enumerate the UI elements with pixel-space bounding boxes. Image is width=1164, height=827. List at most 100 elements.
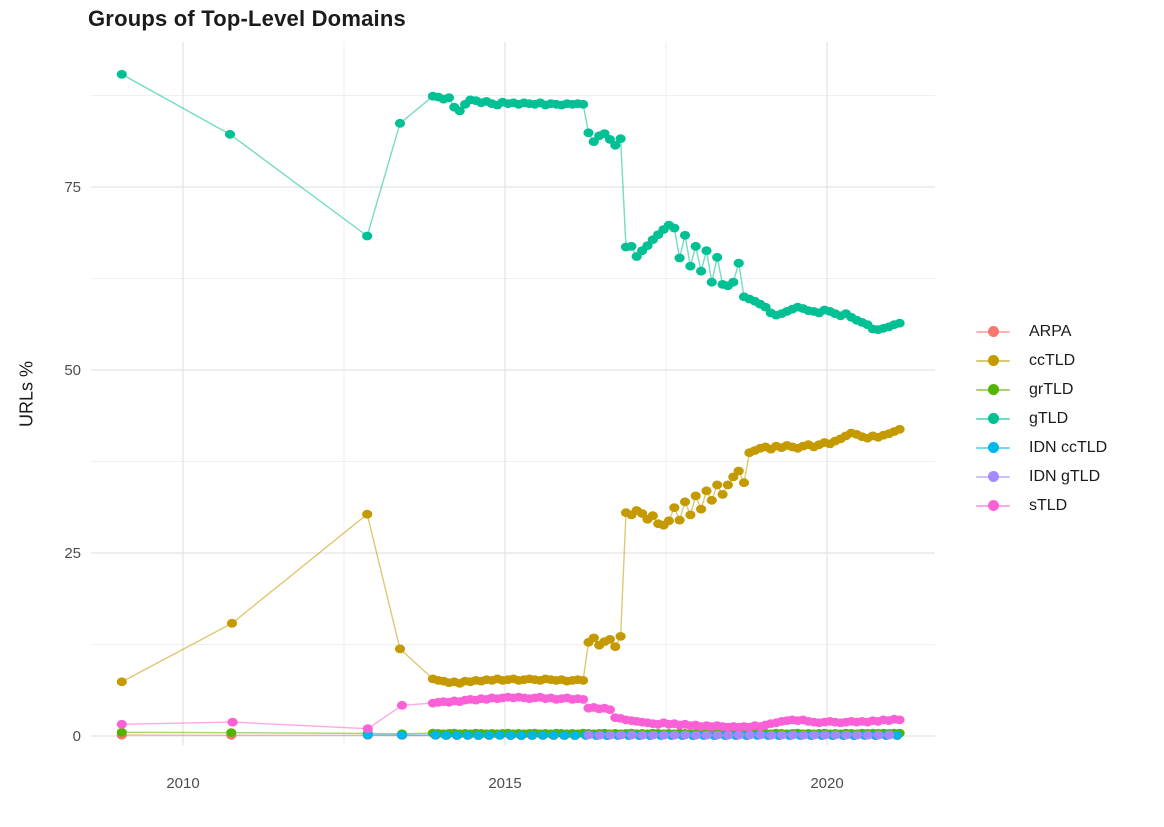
data-point bbox=[669, 503, 680, 512]
data-point bbox=[712, 480, 723, 490]
data-point bbox=[819, 730, 831, 740]
data-point bbox=[615, 632, 626, 641]
data-point bbox=[604, 635, 616, 644]
plot-title: Groups of Top-Level Domains bbox=[88, 6, 406, 31]
data-point bbox=[227, 717, 238, 727]
data-point bbox=[578, 99, 589, 109]
data-point bbox=[559, 731, 570, 740]
data-point bbox=[862, 730, 873, 740]
data-point bbox=[894, 715, 905, 725]
y-axis-tick-label: 25 bbox=[64, 545, 81, 562]
data-point bbox=[396, 730, 408, 740]
legend-key-icon bbox=[976, 320, 1010, 343]
y-axis-tick-label: 75 bbox=[64, 179, 81, 196]
data-point bbox=[394, 118, 406, 128]
gridlines-minor bbox=[91, 42, 935, 745]
data-point bbox=[362, 231, 373, 241]
series-line bbox=[121, 73, 900, 331]
data-point bbox=[776, 730, 788, 740]
data-point bbox=[396, 700, 408, 710]
data-point bbox=[706, 495, 717, 505]
data-point bbox=[706, 277, 717, 287]
data-point bbox=[430, 730, 441, 740]
data-point bbox=[669, 730, 680, 740]
data-point bbox=[505, 731, 516, 740]
data-point bbox=[892, 731, 903, 740]
y-axis-tick-label: 50 bbox=[64, 362, 81, 379]
data-point bbox=[226, 618, 238, 628]
data-point bbox=[116, 69, 127, 79]
data-point bbox=[441, 730, 452, 740]
data-point bbox=[637, 730, 648, 740]
data-point bbox=[588, 633, 599, 643]
data-point bbox=[484, 730, 495, 740]
series-idn-gtld bbox=[583, 730, 895, 740]
data-point bbox=[527, 730, 538, 740]
data-point bbox=[674, 253, 685, 263]
data-point bbox=[696, 504, 707, 514]
data-point bbox=[691, 730, 702, 740]
data-point bbox=[116, 727, 127, 737]
data-point bbox=[610, 140, 621, 150]
data-point bbox=[744, 730, 755, 740]
data-point bbox=[516, 731, 527, 740]
series-stld bbox=[116, 692, 905, 734]
data-point bbox=[696, 266, 707, 276]
data-point bbox=[569, 731, 581, 740]
data-point bbox=[669, 223, 680, 233]
data-point bbox=[648, 730, 659, 740]
legend: ARPA ccTLD grTLD gTLD IDN ccTLD IDN gTLD… bbox=[976, 320, 1107, 517]
legend-item-grtld: grTLD bbox=[976, 378, 1107, 401]
legend-item-cctld: ccTLD bbox=[976, 349, 1107, 372]
data-point bbox=[362, 509, 373, 519]
x-axis-tick-label: 2015 bbox=[488, 775, 521, 792]
data-point bbox=[809, 730, 820, 740]
legend-item-idn-gtld: IDN gTLD bbox=[976, 465, 1107, 488]
data-point bbox=[685, 261, 696, 271]
data-point bbox=[537, 731, 548, 740]
legend-label: sTLD bbox=[1029, 496, 1068, 514]
data-point bbox=[610, 642, 621, 652]
data-point bbox=[690, 241, 701, 251]
data-point bbox=[583, 128, 594, 138]
legend-key-icon bbox=[976, 494, 1010, 517]
data-point bbox=[894, 424, 905, 434]
data-point bbox=[841, 730, 852, 740]
data-point bbox=[615, 730, 627, 740]
x-axis-tick-label: 2020 bbox=[810, 775, 843, 792]
data-point bbox=[701, 486, 712, 496]
legend-label: IDN ccTLD bbox=[1029, 438, 1108, 456]
data-point bbox=[852, 730, 863, 740]
data-point bbox=[454, 106, 465, 116]
data-point bbox=[712, 252, 723, 262]
y-axis-tick-label: 0 bbox=[73, 728, 81, 745]
data-point bbox=[701, 730, 712, 740]
series-line bbox=[121, 428, 900, 685]
data-point bbox=[679, 230, 691, 240]
data-point bbox=[723, 730, 734, 740]
data-point bbox=[362, 730, 373, 740]
data-point bbox=[362, 724, 373, 734]
data-point bbox=[594, 730, 605, 740]
data-point bbox=[733, 258, 744, 268]
legend-key-icon bbox=[976, 407, 1010, 430]
data-point bbox=[451, 731, 462, 740]
data-point bbox=[701, 246, 712, 256]
data-point bbox=[583, 730, 594, 740]
series-cctld bbox=[116, 424, 905, 688]
legend-item-idn-cctld: IDN ccTLD bbox=[976, 436, 1107, 459]
legend-key-icon bbox=[976, 465, 1010, 488]
data-point bbox=[116, 719, 127, 729]
data-point bbox=[226, 728, 237, 738]
data-point bbox=[728, 472, 739, 482]
data-point bbox=[787, 730, 798, 740]
legend-label: ccTLD bbox=[1029, 351, 1076, 369]
data-point bbox=[798, 730, 809, 740]
data-point bbox=[605, 730, 616, 740]
data-point bbox=[873, 730, 884, 740]
data-point bbox=[728, 277, 739, 287]
data-point bbox=[116, 677, 127, 687]
data-point bbox=[733, 466, 744, 476]
